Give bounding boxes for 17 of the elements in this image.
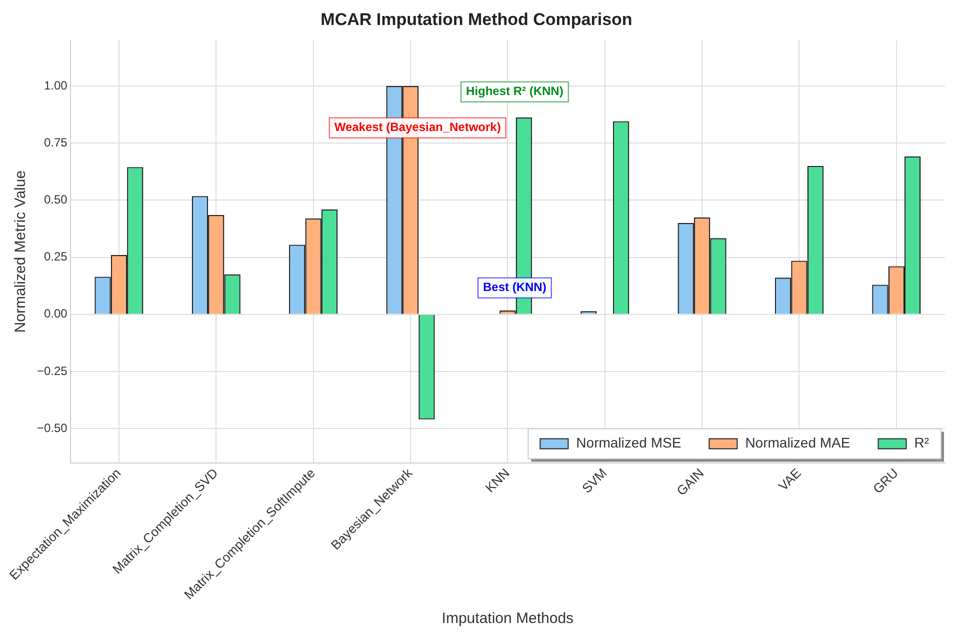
y-tick-label: 1.00 bbox=[44, 78, 68, 92]
y-tick-label: 0.25 bbox=[44, 250, 68, 264]
y-axis-title: Normalized Metric Value bbox=[12, 170, 30, 333]
x-axis-title: Imputation Methods bbox=[442, 610, 574, 628]
legend-label: Normalized MSE bbox=[576, 434, 682, 451]
annotation: Best (KNN) bbox=[483, 280, 546, 294]
y-tick-label: −0.25 bbox=[36, 364, 68, 378]
legend-label: R² bbox=[914, 434, 930, 451]
y-tick-label: 0.00 bbox=[44, 306, 68, 321]
y-tick-label: 0.75 bbox=[44, 135, 68, 150]
y-tick-label: 0.50 bbox=[44, 192, 68, 207]
y-tick-label: −0.50 bbox=[36, 420, 68, 435]
annotation: Weakest (Bayesian_Network) bbox=[334, 120, 501, 134]
x-tick-label: VAE bbox=[776, 465, 804, 494]
chart-title: MCAR Imputation Method Comparison bbox=[320, 10, 632, 29]
annotation: Highest R² (KNN) bbox=[466, 84, 564, 98]
legend-label: Normalized MAE bbox=[745, 434, 850, 451]
